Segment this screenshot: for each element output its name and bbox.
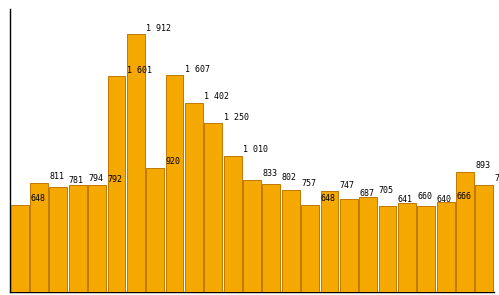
- Text: 811: 811: [49, 172, 64, 181]
- Text: 920: 920: [166, 157, 181, 166]
- Text: 648: 648: [30, 194, 45, 203]
- Text: 705: 705: [379, 186, 394, 195]
- Text: 1 010: 1 010: [243, 145, 268, 154]
- Bar: [243, 180, 261, 292]
- Bar: [398, 203, 416, 292]
- Bar: [30, 183, 48, 292]
- Text: 1 402: 1 402: [205, 92, 230, 101]
- Bar: [185, 103, 203, 292]
- Bar: [262, 184, 280, 292]
- Bar: [417, 206, 435, 292]
- Bar: [476, 185, 493, 292]
- Text: 833: 833: [262, 169, 277, 178]
- Text: 781: 781: [69, 176, 84, 185]
- Bar: [88, 185, 106, 292]
- Text: 747: 747: [340, 181, 355, 190]
- Bar: [359, 197, 377, 292]
- Text: 641: 641: [398, 195, 413, 204]
- Text: 1 912: 1 912: [146, 24, 171, 32]
- Text: 1 250: 1 250: [224, 113, 249, 122]
- Bar: [224, 156, 242, 292]
- Bar: [340, 199, 358, 292]
- Text: 1 607: 1 607: [185, 65, 210, 74]
- Text: 797: 797: [495, 174, 499, 183]
- Text: 794: 794: [88, 174, 103, 183]
- Text: 1 601: 1 601: [127, 65, 152, 75]
- Bar: [282, 190, 299, 292]
- Text: 660: 660: [417, 192, 432, 201]
- Bar: [301, 205, 319, 292]
- Text: 757: 757: [301, 179, 316, 188]
- Bar: [49, 187, 67, 292]
- Bar: [127, 34, 145, 292]
- Text: 893: 893: [476, 161, 491, 170]
- Bar: [437, 202, 455, 292]
- Bar: [205, 124, 222, 292]
- Bar: [11, 205, 28, 292]
- Text: 648: 648: [320, 194, 335, 203]
- Bar: [69, 185, 87, 292]
- Text: 687: 687: [359, 189, 374, 198]
- Bar: [379, 206, 396, 292]
- Bar: [456, 172, 474, 292]
- Text: 802: 802: [282, 173, 297, 182]
- Text: 640: 640: [437, 195, 452, 204]
- Text: 792: 792: [108, 175, 123, 183]
- Text: 666: 666: [456, 192, 471, 201]
- Bar: [320, 191, 338, 292]
- Bar: [166, 75, 184, 292]
- Bar: [108, 76, 125, 292]
- Bar: [146, 168, 164, 292]
